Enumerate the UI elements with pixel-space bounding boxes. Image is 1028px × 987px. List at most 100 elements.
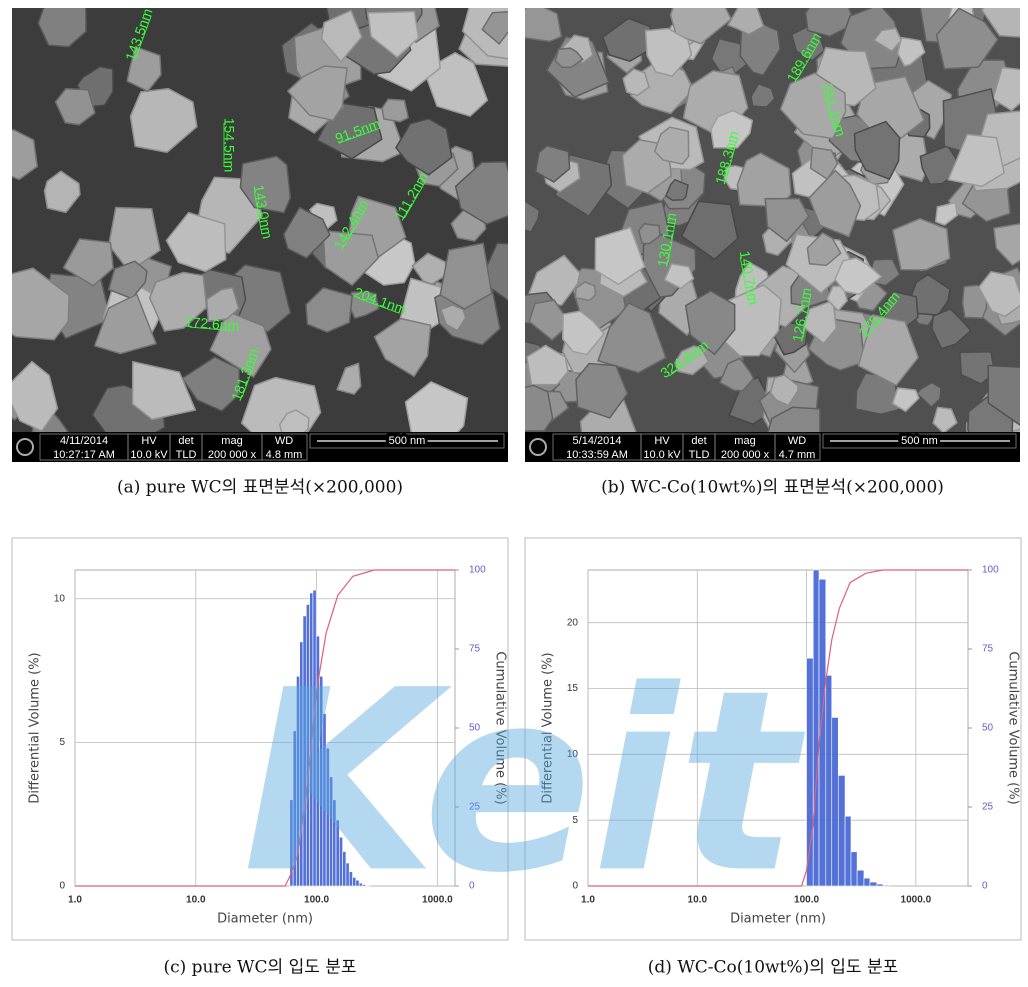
particle [479,242,508,302]
particle [915,381,942,409]
particle [790,24,826,62]
info-cell [774,433,821,461]
particle [993,223,1020,266]
info-text: TLD [689,449,710,461]
particle [637,222,661,245]
particle [526,344,569,386]
particle [680,200,739,261]
measure-line [667,218,677,263]
info-text: det [178,435,193,447]
bar [882,884,890,887]
measure-line [725,137,738,181]
y-tick-label: 10 [567,749,579,760]
particle [769,374,799,407]
bar [850,851,858,887]
bar [869,881,878,887]
particle [367,10,420,59]
bar [812,569,820,887]
x-tick-label: 100.0 [794,895,819,906]
x-tick-label: 1000.0 [422,895,453,906]
particle [597,302,667,374]
particle [561,34,594,64]
info-bar-bg [12,432,508,462]
bar [806,657,814,887]
particle [663,263,695,290]
x-axis-label: Diameter (nm) [217,912,313,927]
particle [43,170,81,214]
particle [454,161,508,225]
particle [726,8,765,36]
particle [808,169,862,238]
info-bar-bg [525,432,1020,462]
bar [863,877,871,887]
x-tick-label: 100.0 [304,895,329,906]
info-text: 10.0 kV [130,449,168,461]
y2-tick-label: 100 [469,565,486,576]
info-bar: 5/14/2014 10:33:59 AM HV 10.0 kV det TLD mag 20… [525,432,1020,462]
y2-tick-label: 0 [982,881,988,892]
measurement-label: 154.5nm [221,118,237,172]
particle [561,310,605,356]
cumulative-line [75,569,455,887]
measure-line [344,207,367,247]
y-tick-label: 0 [572,881,578,892]
y-axis-label: Differential Volume (%) [28,652,43,803]
info-text: WD [788,435,806,447]
measure-line [802,293,812,338]
particle [767,406,821,432]
bar [844,815,852,887]
x-tick-label: 10.0 [688,895,708,906]
particle [872,27,903,53]
particle [411,252,448,285]
particle [574,281,597,302]
bar [876,883,884,887]
particle [804,8,856,38]
info-text: 4.7 mm [779,449,816,461]
y2-tick-label: 25 [469,802,481,813]
particle [947,133,1005,188]
info-text: 10:27:17 AM [53,449,115,461]
measure-line [338,127,381,144]
bar [856,869,865,887]
particle [932,406,958,432]
y-tick-label: 10 [54,593,66,604]
particle [669,8,733,45]
info-text: 10:33:59 AM [566,449,628,461]
particle [528,299,572,341]
chart-caption: (d) WC-Co(10wt%)의 입도 분포 [648,958,898,978]
x-tick-label: 1.0 [68,895,82,906]
scale-label: 500 nm [389,435,426,447]
particle [931,307,972,350]
y2-axis-label: Cumulative Volume (%) [493,651,508,804]
particle [305,286,354,334]
particle [525,8,563,43]
particle [525,200,541,234]
measure-line [739,256,749,301]
particle [684,290,736,356]
particle [404,381,469,432]
watermark: Keit [243,636,806,927]
particle [62,238,114,287]
particle [718,357,755,392]
y2-tick-label: 50 [469,723,481,734]
bar [831,717,839,887]
measure-line [868,300,898,335]
particle [129,87,198,154]
y2-tick-label: 75 [469,644,481,655]
particle [891,387,920,413]
scale-box [309,433,505,449]
particle [373,317,432,378]
particle [897,36,926,67]
info-text: 200 000 x [208,449,257,461]
panel-caption: (b) WC-Co(10wt%)의 표면분석(×200,000) [601,478,944,498]
particle [126,45,162,93]
particle [834,257,883,296]
particle [853,120,901,181]
particle [653,126,690,165]
info-cell [261,433,308,461]
particle [977,270,1020,318]
particle [381,98,410,123]
particle [806,232,842,267]
particle [282,206,331,259]
